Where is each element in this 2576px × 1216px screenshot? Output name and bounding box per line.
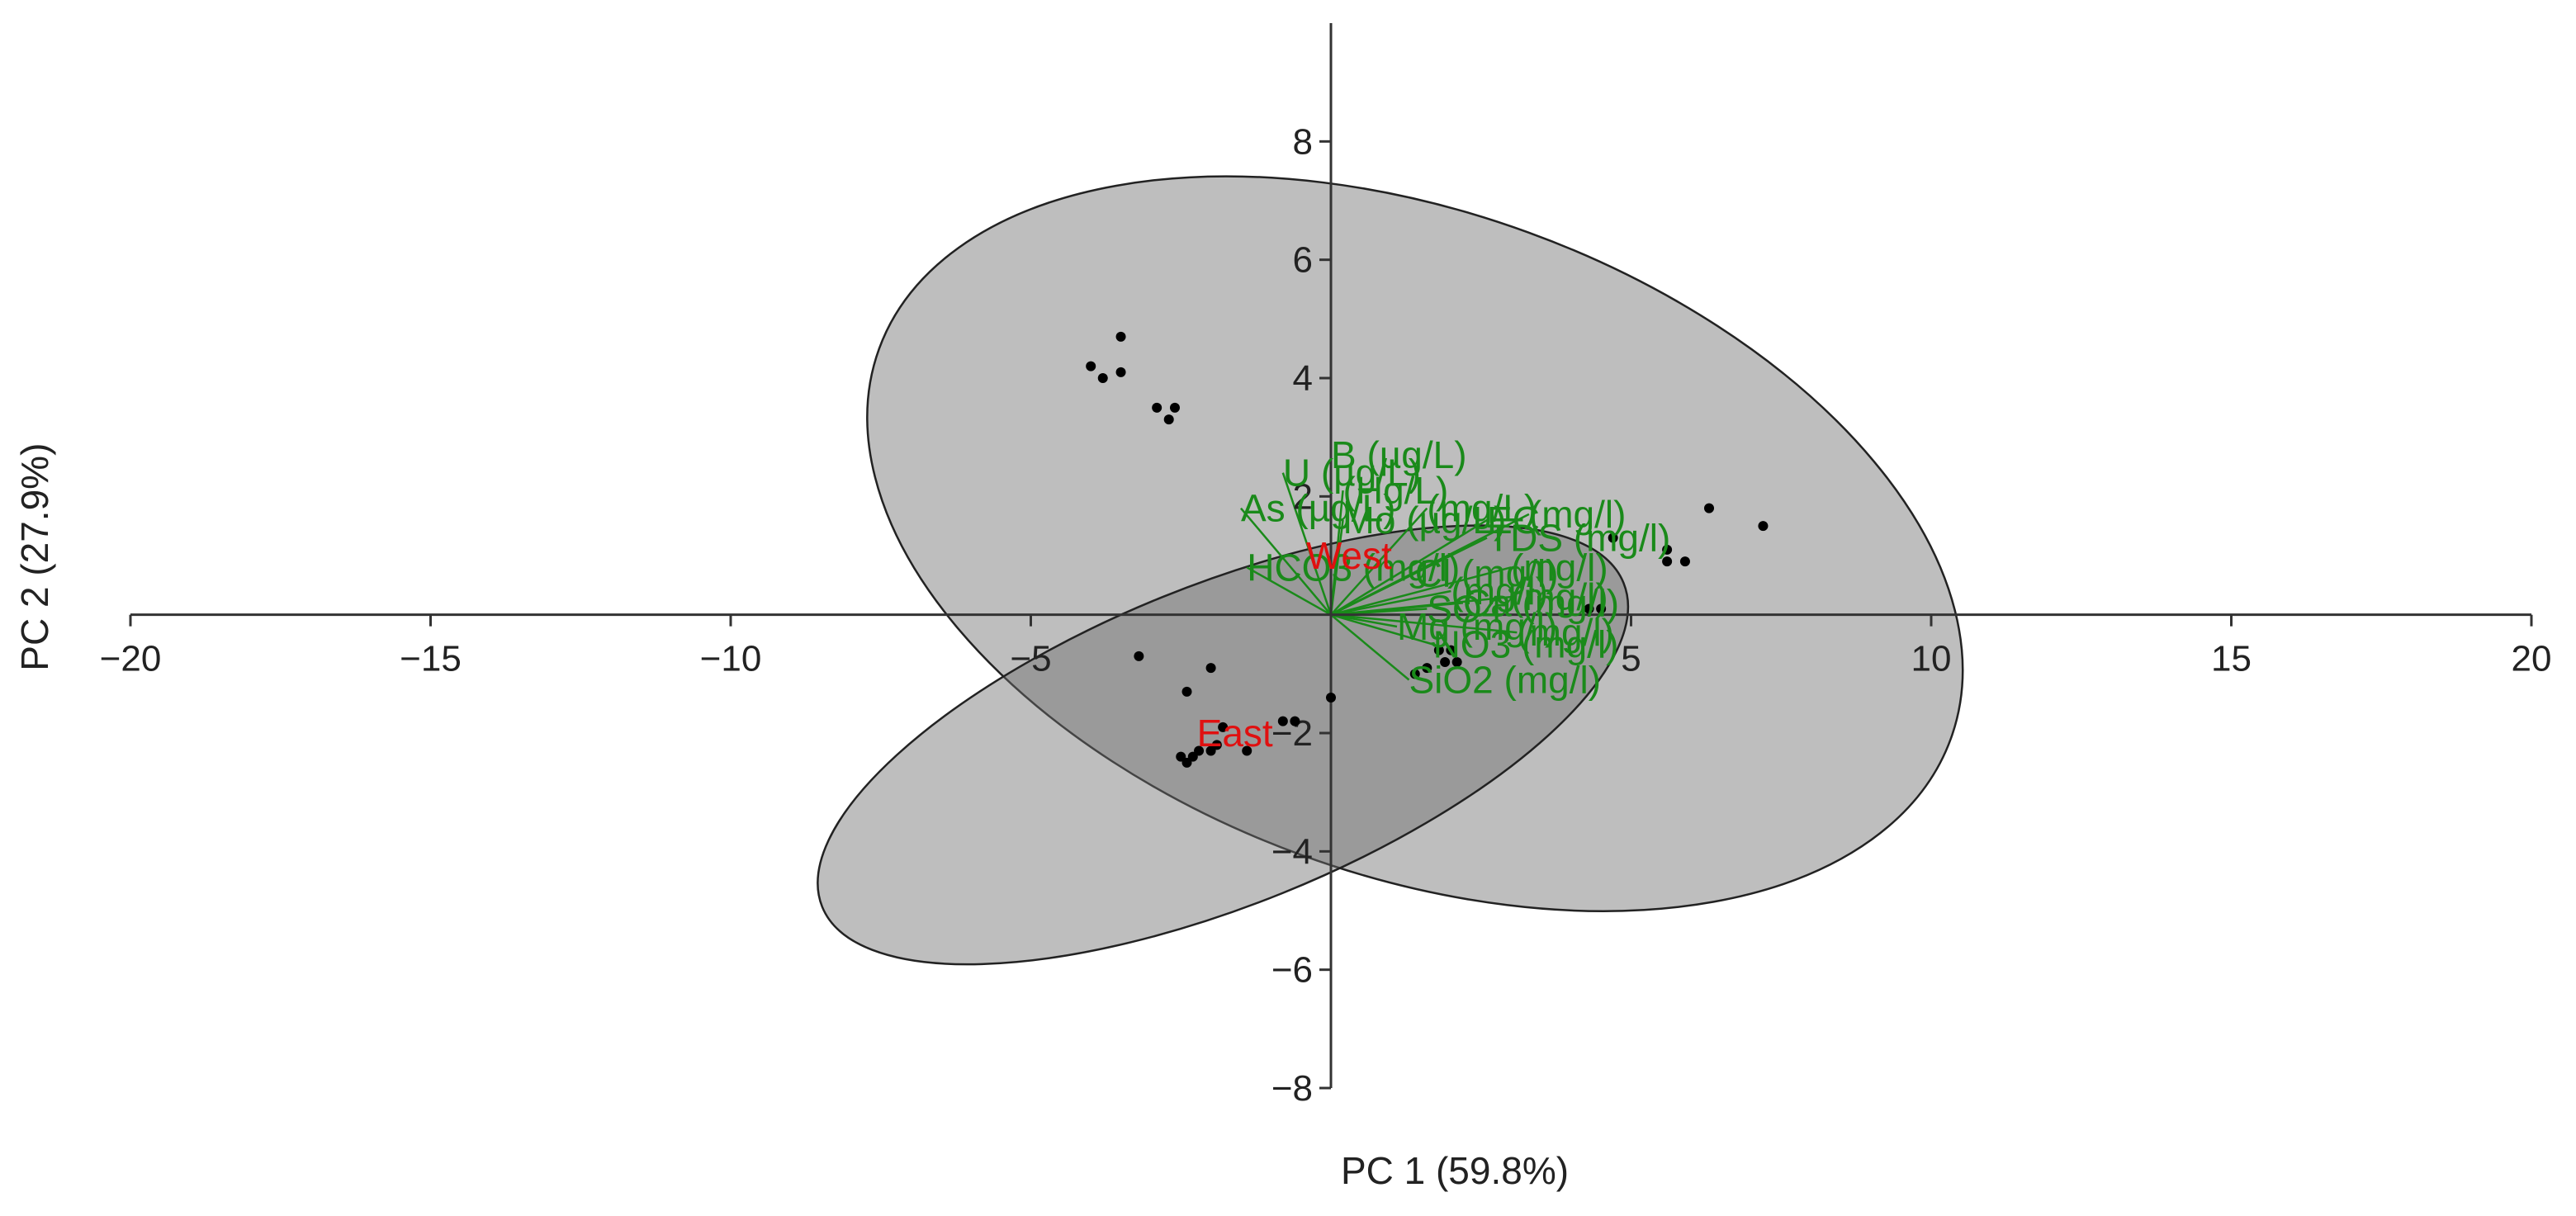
- score-point: [1181, 686, 1192, 697]
- y-axis-title: PC 2 (27.9%): [13, 443, 56, 671]
- score-point: [1662, 544, 1673, 555]
- loading-vector: [1330, 566, 1512, 616]
- x-tick-label: −10: [700, 639, 762, 679]
- variable-label: (mg/l): [1511, 575, 1608, 618]
- x-tick-label: −5: [1010, 639, 1051, 679]
- variable-label: TDS (mg/l): [1487, 517, 1670, 560]
- loading-vector: [1330, 518, 1488, 616]
- y-tick-label: −6: [1271, 950, 1313, 991]
- score-point: [1134, 651, 1144, 661]
- score-points: [1086, 331, 1769, 768]
- loading-vector: [1330, 613, 1518, 634]
- group-ellipses: [817, 175, 1964, 966]
- score-point: [1608, 532, 1618, 543]
- x-tick-label: 10: [1911, 639, 1952, 679]
- variable-label: Ca (mg/l): [1463, 581, 1619, 624]
- score-point: [1277, 716, 1288, 726]
- x-ticks: −20 −15 −10 −5 5 10 15 20: [100, 614, 2552, 679]
- variable-label: HCO3 (mg/l): [1247, 546, 1460, 589]
- variable-label: (mg/L): [1427, 487, 1537, 530]
- score-point: [1433, 645, 1444, 655]
- y-tick-label: −8: [1271, 1068, 1313, 1109]
- x-tick-label: 20: [2512, 639, 2552, 679]
- x-tick-label: 15: [2211, 639, 2252, 679]
- variable-loadings: [1239, 455, 1530, 681]
- axes: [130, 23, 2531, 1088]
- x-tick-label: 5: [1621, 639, 1641, 679]
- variable-labels: B (µg/L)U (µg/L)(Hg/L)(mg/L) As (µg/L)Mo …: [1241, 433, 1670, 701]
- score-point: [1422, 663, 1432, 674]
- group-ellipse: [866, 175, 1964, 912]
- score-point: [1596, 603, 1607, 614]
- score-point: [1584, 603, 1594, 614]
- loading-vector: [1330, 595, 1512, 616]
- y-tick-label: 2: [1293, 476, 1313, 517]
- score-point: [1086, 361, 1096, 371]
- y-tick-label: 8: [1293, 121, 1313, 162]
- score-point: [1163, 414, 1174, 425]
- score-point: [1115, 367, 1126, 377]
- variable-label: U (µg/L): [1283, 452, 1421, 494]
- score-point: [1662, 556, 1673, 567]
- score-point: [1679, 556, 1690, 567]
- score-point: [1205, 663, 1216, 674]
- loading-vector: [1330, 613, 1410, 681]
- loading-vector: [1239, 507, 1332, 616]
- variable-label: EC: [1487, 499, 1540, 542]
- loading-vector: [1246, 566, 1332, 616]
- score-point: [1115, 331, 1126, 342]
- score-point: [1758, 521, 1769, 532]
- score-point: [1451, 657, 1462, 667]
- score-point: [1446, 645, 1456, 655]
- score-point: [1409, 669, 1420, 679]
- loading-vector: [1329, 519, 1344, 615]
- loading-vector: [1330, 507, 1428, 616]
- y-tick-label: 4: [1293, 358, 1313, 399]
- variable-label: (mg/l): [1451, 570, 1548, 613]
- score-point: [1242, 745, 1252, 756]
- loading-vector: [1330, 572, 1416, 616]
- score-point: [1218, 722, 1229, 732]
- x-tick-label: −20: [100, 639, 162, 679]
- score-point: [1290, 716, 1300, 726]
- variable-label: (mg/l): [1529, 493, 1627, 536]
- y-tick-label: −4: [1271, 831, 1313, 872]
- score-point: [1704, 503, 1715, 513]
- group-label: West: [1306, 534, 1392, 577]
- group-label: East: [1197, 712, 1273, 755]
- group-labels: West East: [1197, 534, 1392, 755]
- score-point: [1194, 745, 1205, 756]
- loading-vector: [1330, 613, 1433, 646]
- variable-label: Mg (mg/l): [1397, 605, 1557, 648]
- variable-label: NO3 (mg/l): [1433, 623, 1619, 666]
- variable-label: Cl (mg/l): [1415, 552, 1559, 595]
- score-point: [1169, 402, 1180, 413]
- variable-label: Mo (µg/L): [1343, 499, 1507, 542]
- variable-label: As (µg/L): [1241, 487, 1396, 530]
- score-point: [1211, 740, 1222, 750]
- variable-label: (Hg/L): [1343, 469, 1449, 512]
- score-point: [1326, 693, 1336, 703]
- group-ellipse: [817, 524, 1630, 966]
- variable-label: SO4: [1427, 588, 1503, 631]
- x-tick-label: −15: [400, 639, 462, 679]
- score-point: [1097, 373, 1108, 383]
- loading-vector: [1330, 589, 1451, 616]
- variable-label: (mg/l): [1517, 611, 1614, 654]
- x-axis-title: PC 1 (59.8%): [1341, 1149, 1569, 1192]
- y-tick-label: 6: [1293, 240, 1313, 281]
- variable-label: SiO2 (mg/l): [1409, 659, 1602, 702]
- variable-label: (mg/l): [1511, 546, 1608, 589]
- loading-vector: [1281, 472, 1333, 616]
- variable-label: B (µg/L): [1331, 433, 1467, 476]
- score-point: [1152, 402, 1163, 413]
- score-point: [1440, 657, 1451, 667]
